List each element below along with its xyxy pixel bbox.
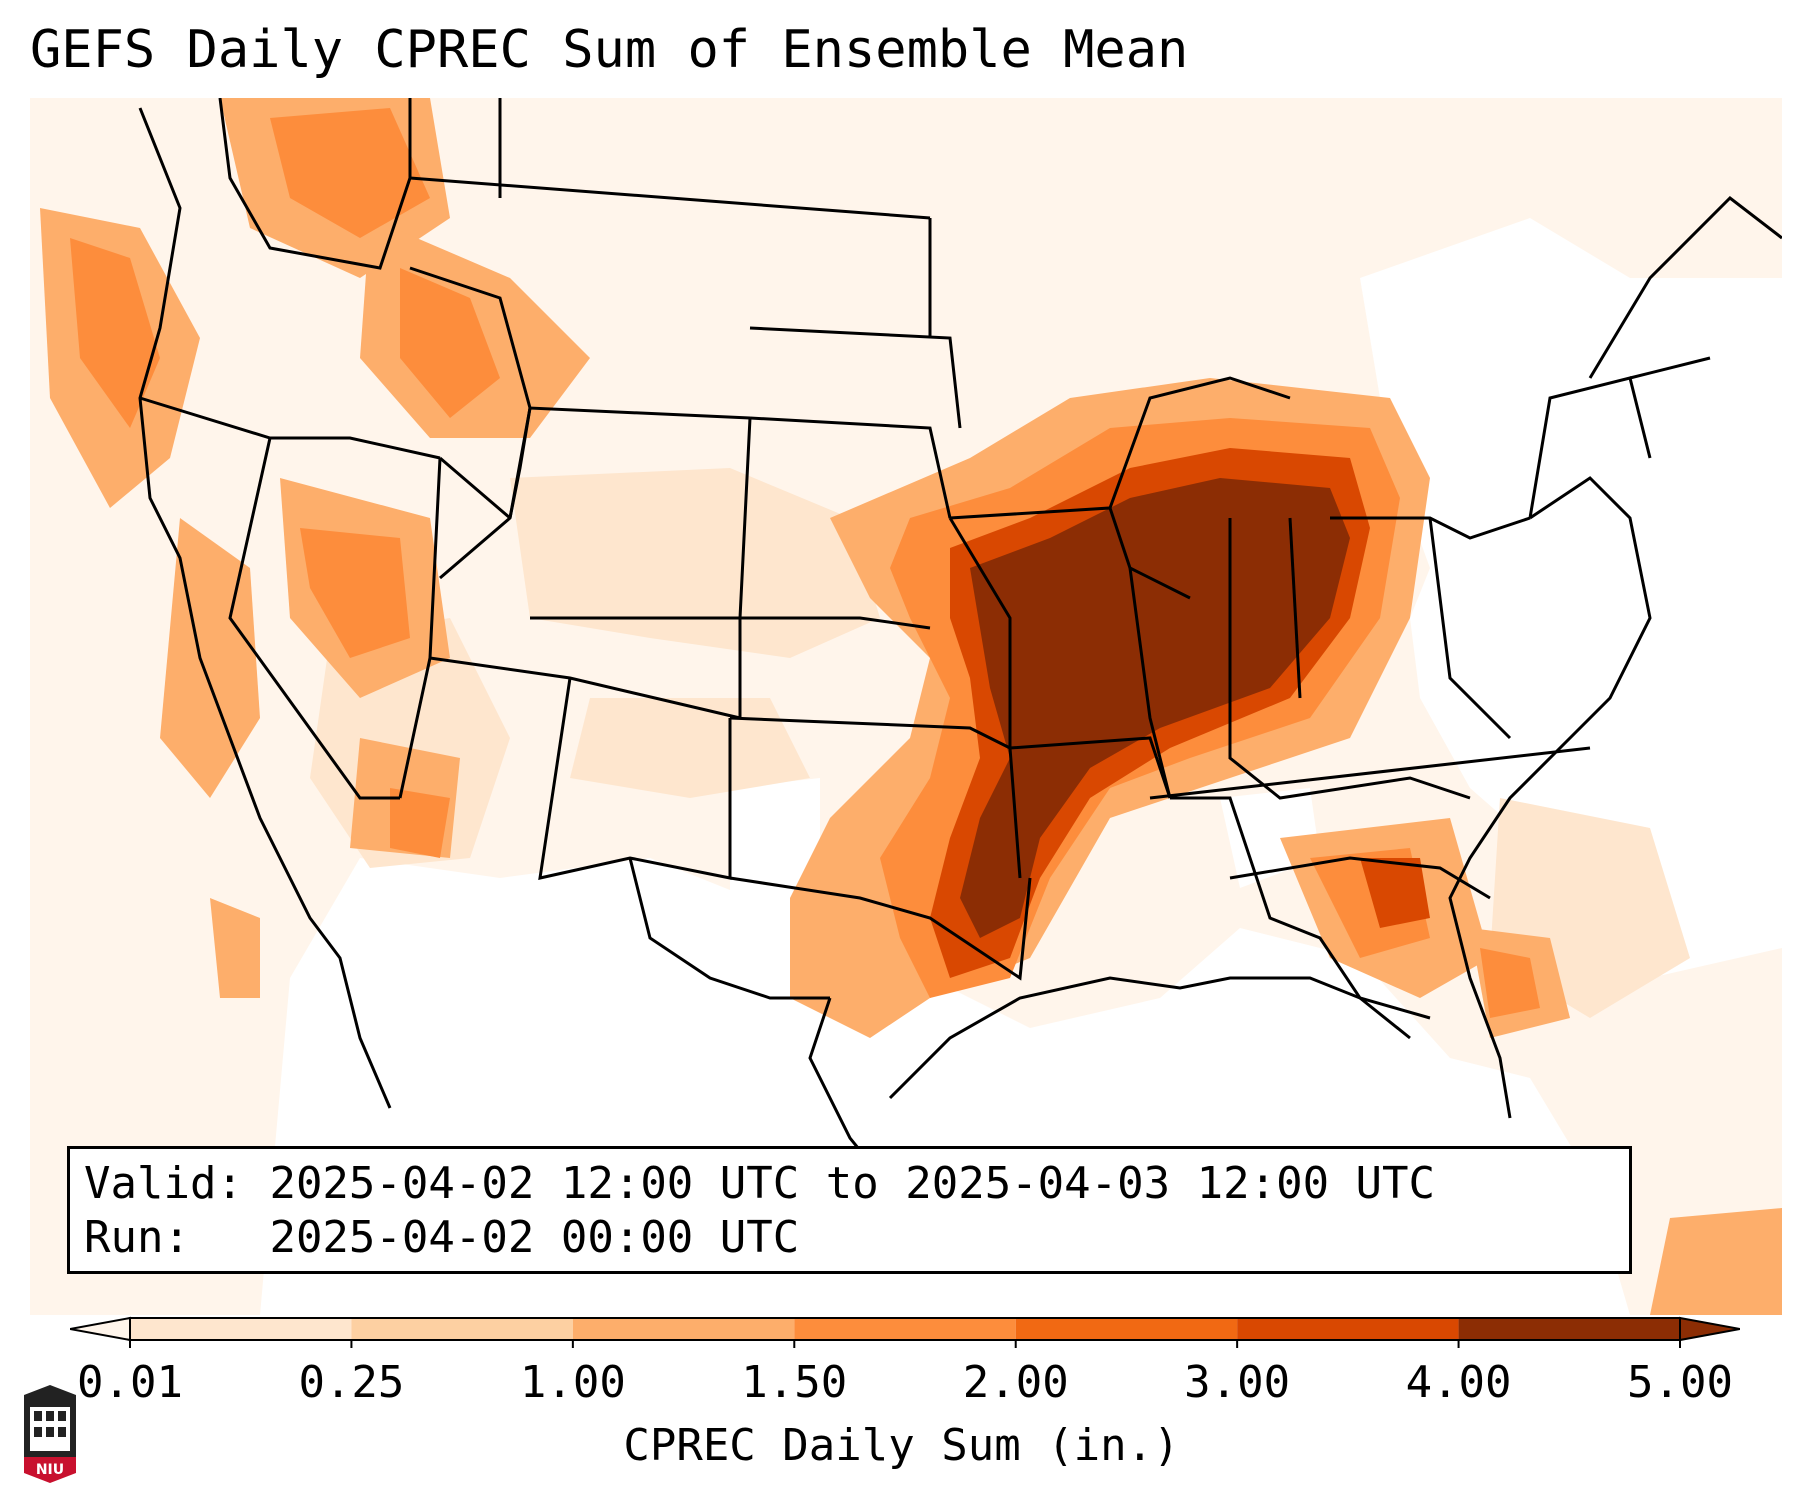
colorbar-label: CPREC Daily Sum (in.) <box>623 1420 1180 1471</box>
niu-logo-text: NIU <box>36 1462 64 1478</box>
colorbar-segment <box>351 1318 573 1340</box>
run-time: 2025-04-02 00:00 UTC <box>269 1212 800 1263</box>
valid-run-info-box: Valid: 2025-04-02 12:00 UTC to 2025-04-0… <box>67 1146 1632 1274</box>
niu-logo-icon: NIU <box>24 1385 76 1483</box>
colorbar-tick-label: 1.50 <box>741 1357 848 1408</box>
colorbar-tick-label: 2.00 <box>962 1357 1069 1408</box>
colorbar-tick-label: 0.25 <box>298 1357 405 1408</box>
colorbar-segment <box>1015 1318 1238 1340</box>
colorbar-tick-label: 0.01 <box>77 1357 183 1408</box>
colorbar-extend-max <box>1679 1316 1740 1342</box>
state-boundaries <box>138 98 1782 1260</box>
colorbar-tick-label: 5.00 <box>1627 1357 1733 1408</box>
max-precip <box>960 478 1350 938</box>
colorbar-segment <box>130 1318 352 1340</box>
colorbar-segment <box>794 1318 1016 1340</box>
colorbar-extend-min <box>70 1316 131 1342</box>
colorbar-segment <box>572 1318 795 1340</box>
run-label: Run: <box>84 1212 190 1263</box>
colorbar-segment <box>1237 1318 1459 1340</box>
colorbar-segment <box>1458 1318 1680 1340</box>
valid-label: Valid: <box>84 1158 243 1209</box>
valid-time: 2025-04-02 12:00 UTC to 2025-04-03 12:00… <box>269 1158 1436 1209</box>
map-title: GEFS Daily CPREC Sum of Ensemble Mean <box>30 20 1189 80</box>
colorbar-tick-label: 3.00 <box>1184 1357 1291 1408</box>
colorbar <box>70 1316 1740 1348</box>
precipitation-map <box>30 98 1782 1315</box>
colorbar-tick-label: 1.00 <box>519 1357 626 1408</box>
colorbar-outline <box>129 1317 1681 1341</box>
colorbar-tick-label: 4.00 <box>1405 1357 1512 1408</box>
